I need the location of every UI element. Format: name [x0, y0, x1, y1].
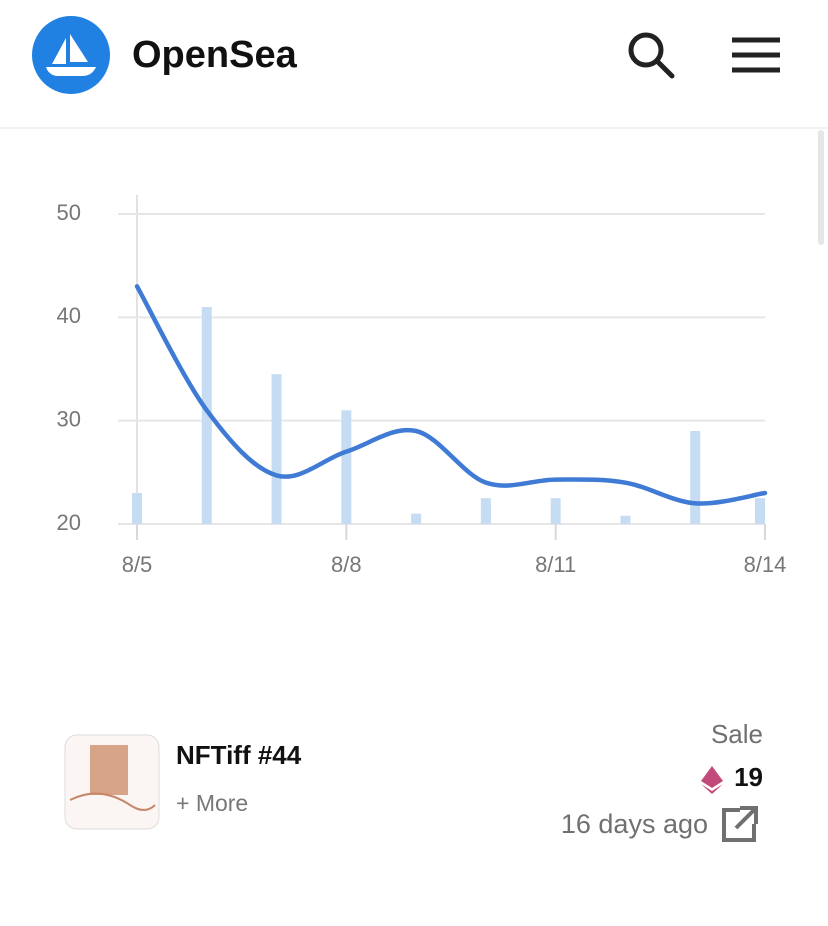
item-more[interactable]: + More	[176, 790, 248, 816]
y-tick-label: 50	[57, 200, 81, 225]
external-link-icon[interactable]	[722, 806, 758, 842]
link-arrow	[734, 806, 758, 830]
price-line	[134, 284, 768, 506]
scrollbar	[818, 130, 824, 245]
thumbnail-line	[69, 792, 156, 811]
bar	[620, 515, 631, 524]
brand[interactable]: OpenSea	[132, 34, 298, 76]
chart: 20 30 40 50 8/5 8/8 8/11 8/14	[57, 195, 787, 577]
bar	[271, 374, 282, 524]
menu-icon[interactable]	[732, 37, 780, 73]
bar	[341, 410, 352, 524]
bar	[480, 498, 491, 524]
bar	[201, 307, 212, 524]
y-tick-label: 30	[57, 406, 81, 431]
search-handle	[654, 58, 675, 79]
header-bar	[0, 0, 828, 128]
bar	[755, 498, 765, 524]
item-name[interactable]: NFTiff #44	[176, 740, 302, 770]
thumbnail-figure	[90, 745, 128, 795]
bar	[132, 493, 142, 524]
price: 19	[734, 762, 763, 792]
search-lens	[628, 32, 664, 68]
logo-ship	[46, 34, 96, 76]
x-tick-label: 8/11	[535, 552, 576, 577]
x-tick-label: 8/14	[744, 552, 787, 577]
bar	[411, 513, 422, 524]
x-tick-label: 8/5	[122, 552, 153, 577]
eth-icon	[701, 766, 723, 794]
y-tick-label: 20	[57, 510, 81, 535]
bar	[550, 498, 561, 524]
event-type: Sale	[711, 719, 763, 749]
x-tick-label: 8/8	[331, 552, 362, 577]
item-row[interactable]: NFTiff #44 + More Sale 19 16 days ago	[64, 719, 763, 842]
bar	[690, 431, 701, 524]
link-box	[722, 808, 756, 842]
logo[interactable]	[32, 16, 110, 94]
y-tick-label: 40	[57, 303, 81, 328]
time-ago: 16 days ago	[561, 809, 708, 839]
search-icon[interactable]	[628, 32, 675, 79]
